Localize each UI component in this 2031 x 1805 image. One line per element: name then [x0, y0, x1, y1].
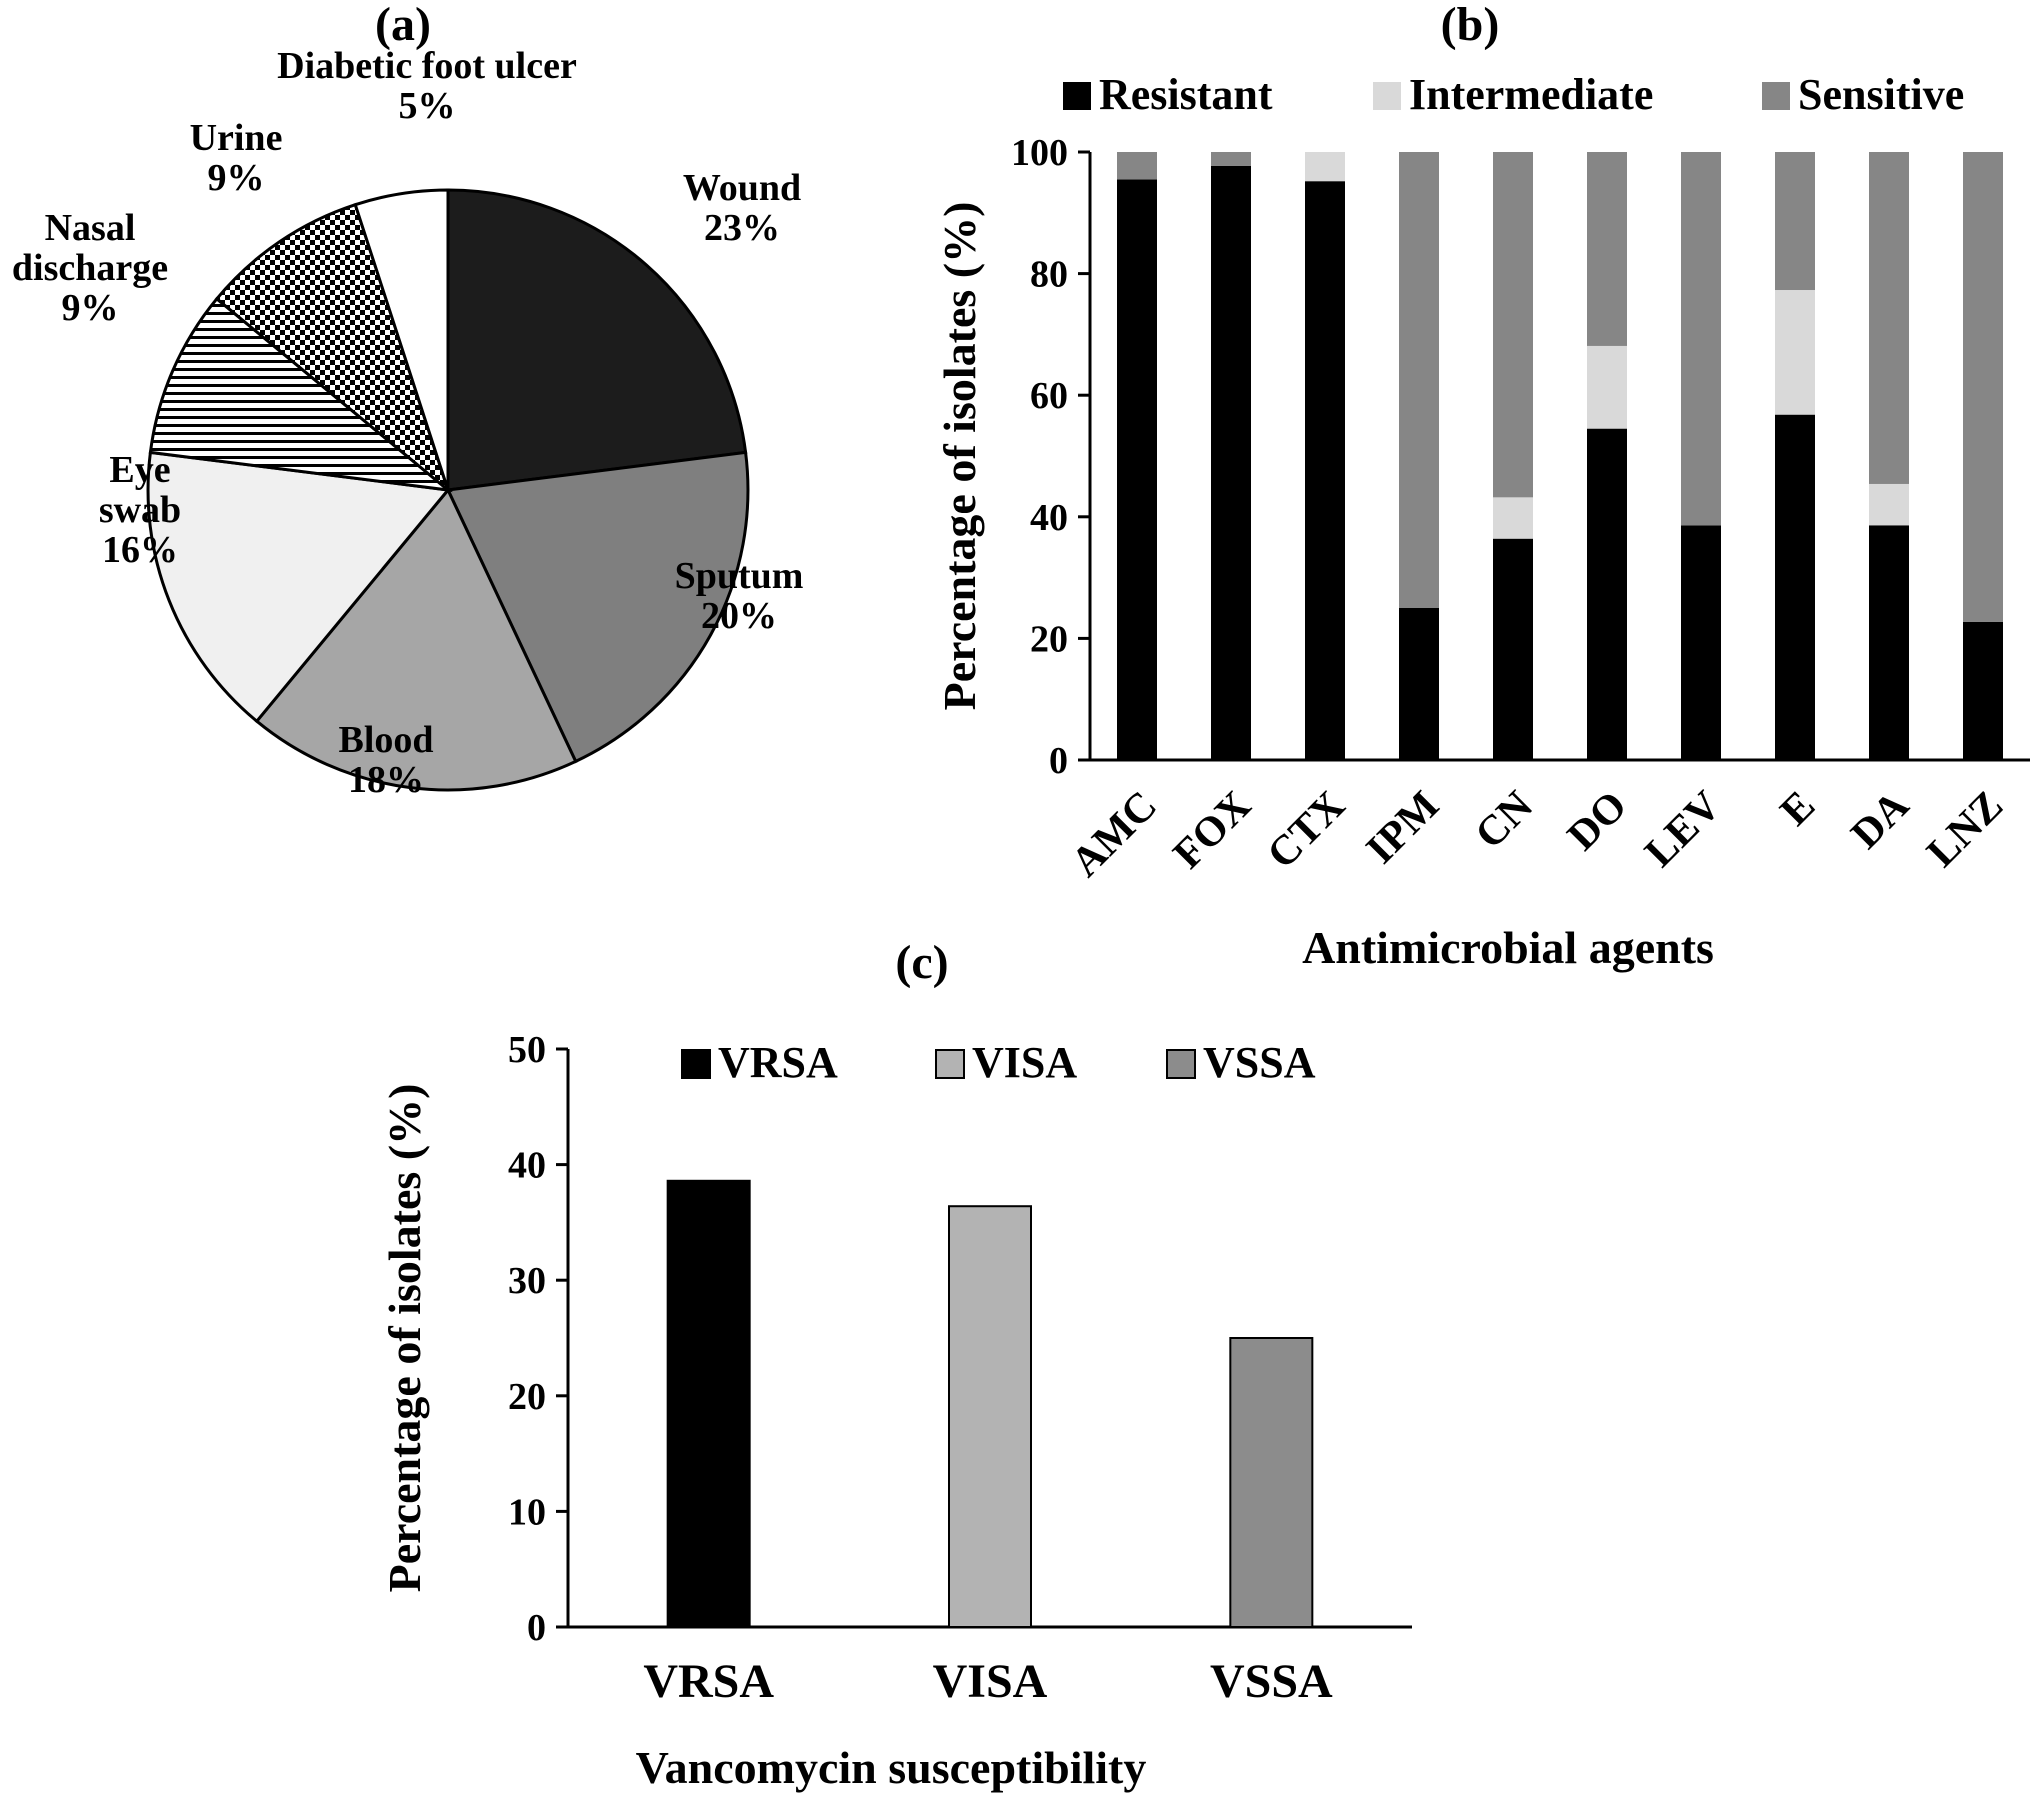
pie-label-nasal-discharge: Nasal	[45, 207, 136, 249]
pie-label-nasal-discharge: discharge	[12, 247, 168, 289]
x-tick-label-ipm: IPM	[1358, 783, 1448, 873]
pie-value-blood: 18%	[348, 759, 424, 801]
bar-vssa-vssa	[1229, 1337, 1314, 1628]
y-tick-label: 20	[1030, 618, 1068, 660]
legend-label-sensitive: Sensitive	[1798, 70, 1964, 119]
y-tick-label: 0	[527, 1607, 546, 1649]
pie-slice-wound	[446, 188, 748, 492]
pie-slice-blood	[254, 487, 578, 792]
bar-do-intermediate	[1587, 345, 1627, 429]
legend-swatch-resistant	[1063, 82, 1091, 110]
x-tick-label-e: E	[1772, 783, 1824, 835]
pie-value-eye-swab: 16%	[102, 529, 178, 571]
pie-slice-eye-swab	[146, 450, 451, 724]
bar-e-intermediate	[1775, 290, 1815, 415]
legend-swatch-intermediate	[1373, 82, 1401, 110]
pie-slice-diabetic-foot-ulcer	[353, 188, 450, 491]
bar-cn-intermediate	[1493, 497, 1533, 539]
y-tick-label: 0	[1049, 740, 1068, 782]
pie-label-diabetic-foot-ulcer: Diabetic foot ulcer	[277, 45, 577, 87]
x-tick-label-lnz: LNZ	[1918, 783, 2012, 877]
x-tick-label-lev: LEV	[1636, 783, 1730, 877]
x-axis-title: Antimicrobial agents	[1302, 922, 1714, 973]
panel-label-c: (c)	[895, 936, 948, 989]
bar-cn-resistant	[1493, 538, 1533, 760]
bar-lnz-sensitive	[1963, 152, 2003, 622]
legend-swatch-sensitive	[1762, 82, 1790, 110]
legend-swatch-visa	[935, 1049, 965, 1079]
bar-ctx-intermediate	[1305, 152, 1345, 182]
pie-slice-sputum	[445, 450, 750, 764]
bar-ctx-resistant	[1305, 181, 1345, 760]
bar-fox-resistant	[1211, 165, 1251, 760]
y-axis-title: Percentage of isolates (%)	[379, 1084, 430, 1593]
bar-lnz-resistant	[1963, 621, 2003, 760]
bar-da-intermediate	[1869, 483, 1909, 526]
x-tick-label-do: DO	[1559, 783, 1636, 860]
pie-value-diabetic-foot-ulcer: 5%	[399, 85, 456, 127]
bar-amc-resistant	[1117, 179, 1157, 761]
bar-da-resistant	[1869, 525, 1909, 760]
bar-cn-sensitive	[1493, 152, 1533, 498]
y-tick-label: 20	[508, 1376, 546, 1418]
bar-ipm-sensitive	[1399, 152, 1439, 608]
pie-label-blood: Blood	[338, 719, 433, 761]
bar-vrsa-vrsa	[666, 1179, 751, 1629]
x-tick-label-cn: CN	[1467, 783, 1542, 858]
bar-e-resistant	[1775, 414, 1815, 760]
bar-do-resistant	[1587, 428, 1627, 760]
y-tick-label: 40	[1030, 497, 1068, 539]
legend-swatch-vssa	[1166, 1049, 1196, 1079]
pie-value-nasal-discharge: 9%	[62, 287, 119, 329]
legend-label-vrsa: VRSA	[718, 1038, 838, 1087]
pie-value-sputum: 20%	[701, 595, 777, 637]
pie-label-urine: Urine	[190, 117, 283, 159]
pie-value-wound: 23%	[704, 207, 780, 249]
pie-label-sputum: Sputum	[675, 555, 804, 597]
x-tick-label-vssa: VSSA	[1210, 1655, 1333, 1708]
y-tick-label: 30	[508, 1260, 546, 1302]
legend-label-visa: VISA	[972, 1038, 1077, 1087]
x-tick-label-fox: FOX	[1165, 783, 1260, 878]
y-tick-label: 60	[1030, 375, 1068, 417]
x-tick-label-amc: AMC	[1063, 783, 1166, 886]
x-tick-label-da: DA	[1843, 782, 1919, 858]
y-tick-label: 50	[508, 1029, 546, 1071]
pie-value-urine: 9%	[208, 157, 265, 199]
bar-fox-sensitive	[1211, 152, 1251, 166]
panel-label-a: (a)	[375, 0, 431, 51]
bar-e-sensitive	[1775, 152, 1815, 291]
pie-slice-nasal-discharge	[148, 296, 453, 493]
pie-label-eye-swab: Eye	[109, 449, 170, 491]
vancomycin-bar-chart: 0 10 20 30 40 50 VRSA VISA VSSA Vancomycin suscep…	[379, 1029, 1412, 1793]
y-tick-label: 10	[508, 1491, 546, 1533]
legend-swatch-vrsa	[681, 1049, 711, 1079]
x-tick-label-vrsa: VRSA	[643, 1655, 774, 1708]
bar-da-sensitive	[1869, 152, 1909, 484]
bar-ipm-resistant	[1399, 608, 1439, 760]
pie-label-wound: Wound	[683, 167, 801, 209]
bar-lev-sensitive	[1681, 152, 1721, 526]
bar-do-sensitive	[1587, 152, 1627, 346]
legend-label-intermediate: Intermediate	[1409, 70, 1653, 119]
bar-lev-resistant	[1681, 525, 1721, 760]
x-tick-label-visa: VISA	[933, 1655, 1048, 1708]
panel-label-b: (b)	[1441, 0, 1500, 51]
pie-slice-urine	[214, 202, 452, 495]
y-tick-label: 100	[1011, 132, 1068, 174]
y-axis-title: Percentage of isolates (%)	[934, 202, 985, 711]
legend-label-vssa: VSSA	[1203, 1038, 1316, 1087]
legend-label-resistant: Resistant	[1099, 70, 1273, 119]
x-axis-title: Vancomycin susceptibility	[636, 1742, 1147, 1793]
y-tick-label: 80	[1030, 254, 1068, 296]
bar-visa-visa	[948, 1205, 1032, 1628]
x-tick-label-ctx: CTX	[1259, 783, 1354, 878]
bar-amc-sensitive	[1117, 152, 1157, 180]
pie-label-eye-swab: swab	[99, 489, 181, 531]
y-tick-label: 40	[508, 1145, 546, 1187]
